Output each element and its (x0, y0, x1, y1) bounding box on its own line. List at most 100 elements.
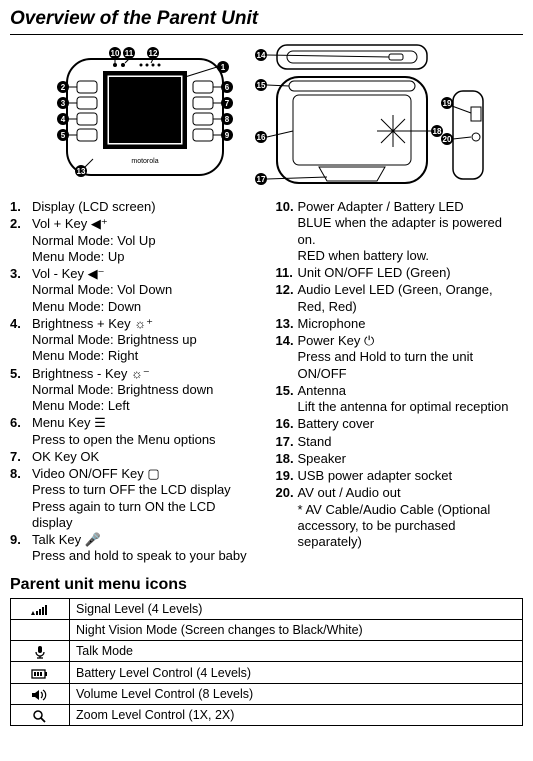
svg-text:5: 5 (60, 131, 65, 140)
item-body: Vol - Key ◀⁻Normal Mode: Vol DownMenu Mo… (32, 266, 258, 315)
item-body: Power Adapter / Battery LEDBLUE when the… (298, 199, 524, 264)
svg-text:1: 1 (220, 63, 225, 72)
item-number: 20. (276, 485, 298, 550)
item-line: Normal Mode: Brightness down (32, 382, 258, 398)
right-column: 10.Power Adapter / Battery LEDBLUE when … (276, 199, 524, 566)
item-body: Menu Key ☰Press to open the Menu options (32, 415, 258, 448)
icon-cell (11, 598, 70, 619)
list-item: 15.AntennaLift the antenna for optimal r… (276, 383, 524, 416)
svg-text:18: 18 (432, 127, 441, 136)
item-line: RED when battery low. (298, 248, 524, 264)
item-line: AV out / Audio out (298, 485, 524, 501)
icon-cell (11, 662, 70, 683)
item-number: 19. (276, 468, 298, 484)
feature-columns: 1.Display (LCD screen)2.Vol + Key ◀⁺Norm… (10, 199, 523, 566)
item-body: Brightness + Key ☼⁺Normal Mode: Brightne… (32, 316, 258, 365)
svg-text:13: 13 (76, 167, 85, 176)
item-number: 11. (276, 265, 298, 281)
list-item: 19.USB power adapter socket (276, 468, 524, 484)
list-item: 1.Display (LCD screen) (10, 199, 258, 215)
list-item: 16.Battery cover (276, 416, 524, 432)
item-body: Microphone (298, 316, 524, 332)
page-title: Overview of the Parent Unit (10, 8, 523, 35)
item-line: Menu Mode: Up (32, 249, 258, 265)
item-line: Lift the antenna for optimal reception (298, 399, 524, 415)
item-line: Audio Level LED (Green, Orange, Red, Red… (298, 282, 524, 315)
svg-text:10: 10 (110, 49, 119, 58)
item-line: Normal Mode: Vol Up (32, 233, 258, 249)
item-line: Stand (298, 434, 524, 450)
list-item: 20.AV out / Audio out* AV Cable/Audio Ca… (276, 485, 524, 550)
list-item: 9.Talk Key 🎤Press and hold to speak to y… (10, 532, 258, 565)
item-line: Menu Mode: Left (32, 398, 258, 414)
list-item: 3.Vol - Key ◀⁻Normal Mode: Vol DownMenu … (10, 266, 258, 315)
item-line: OK Key OK (32, 449, 258, 465)
item-number: 15. (276, 383, 298, 416)
item-number: 5. (10, 366, 32, 415)
item-line: Display (LCD screen) (32, 199, 258, 215)
item-body: OK Key OK (32, 449, 258, 465)
item-number: 6. (10, 415, 32, 448)
list-item: 2.Vol + Key ◀⁺Normal Mode: Vol UpMenu Mo… (10, 216, 258, 265)
front-diagram: motorola 1 2 3 4 5 6 7 8 9 10 (45, 41, 245, 191)
item-line: * AV Cable/Audio Cable (Optional accesso… (298, 502, 524, 551)
item-line: Normal Mode: Vol Down (32, 282, 258, 298)
item-line: Normal Mode: Brightness up (32, 332, 258, 348)
left-column: 1.Display (LCD screen)2.Vol + Key ◀⁺Norm… (10, 199, 258, 566)
item-body: AntennaLift the antenna for optimal rece… (298, 383, 524, 416)
icon-row: Talk Mode (11, 641, 523, 662)
item-number: 14. (276, 333, 298, 382)
icon-cell (11, 683, 70, 704)
item-number: 18. (276, 451, 298, 467)
list-item: 4.Brightness + Key ☼⁺Normal Mode: Bright… (10, 316, 258, 365)
item-body: USB power adapter socket (298, 468, 524, 484)
item-body: AV out / Audio out* AV Cable/Audio Cable… (298, 485, 524, 550)
svg-text:12: 12 (148, 49, 157, 58)
item-number: 8. (10, 466, 32, 531)
item-line: BLUE when the adapter is powered on. (298, 215, 524, 248)
svg-text:2: 2 (60, 83, 65, 92)
list-item: 7.OK Key OK (10, 449, 258, 465)
item-number: 7. (10, 449, 32, 465)
list-item: 8.Video ON/OFF Key ▢Press to turn OFF th… (10, 466, 258, 531)
svg-text:6: 6 (224, 83, 229, 92)
svg-text:7: 7 (224, 99, 229, 108)
icon-cell (11, 619, 70, 640)
item-body: Stand (298, 434, 524, 450)
svg-text:15: 15 (256, 81, 265, 90)
icon-desc: Battery Level Control (4 Levels) (70, 662, 523, 683)
item-line: Talk Key 🎤 (32, 532, 258, 548)
list-item: 13.Microphone (276, 316, 524, 332)
svg-text:16: 16 (256, 133, 265, 142)
icons-table: Signal Level (4 Levels)Night Vision Mode… (10, 598, 523, 727)
item-line: Vol + Key ◀⁺ (32, 216, 258, 232)
item-number: 2. (10, 216, 32, 265)
item-line: Press and Hold to turn the unit ON/OFF (298, 349, 524, 382)
item-body: Battery cover (298, 416, 524, 432)
item-body: Display (LCD screen) (32, 199, 258, 215)
icon-desc: Night Vision Mode (Screen changes to Bla… (70, 619, 523, 640)
item-line: Press and hold to speak to your baby (32, 548, 258, 564)
item-number: 12. (276, 282, 298, 315)
item-line: Press to turn OFF the LCD display (32, 482, 258, 498)
diagram-area: motorola 1 2 3 4 5 6 7 8 9 10 (10, 41, 523, 191)
svg-text:3: 3 (60, 99, 65, 108)
icon-row: Signal Level (4 Levels) (11, 598, 523, 619)
item-line: USB power adapter socket (298, 468, 524, 484)
item-number: 10. (276, 199, 298, 264)
item-line: Video ON/OFF Key ▢ (32, 466, 258, 482)
list-item: 10.Power Adapter / Battery LEDBLUE when … (276, 199, 524, 264)
list-item: 17.Stand (276, 434, 524, 450)
item-body: Brightness - Key ☼⁻Normal Mode: Brightne… (32, 366, 258, 415)
item-number: 3. (10, 266, 32, 315)
rear-diagram: 14 15 16 17 18 19 20 (249, 41, 489, 191)
icon-desc: Signal Level (4 Levels) (70, 598, 523, 619)
item-number: 4. (10, 316, 32, 365)
svg-text:4: 4 (60, 115, 65, 124)
svg-text:9: 9 (224, 131, 229, 140)
item-body: Vol + Key ◀⁺Normal Mode: Vol UpMenu Mode… (32, 216, 258, 265)
list-item: 14.Power Key ⏻Press and Hold to turn the… (276, 333, 524, 382)
item-line: Menu Mode: Right (32, 348, 258, 364)
icon-desc: Zoom Level Control (1X, 2X) (70, 704, 523, 725)
svg-text:11: 11 (124, 49, 133, 58)
